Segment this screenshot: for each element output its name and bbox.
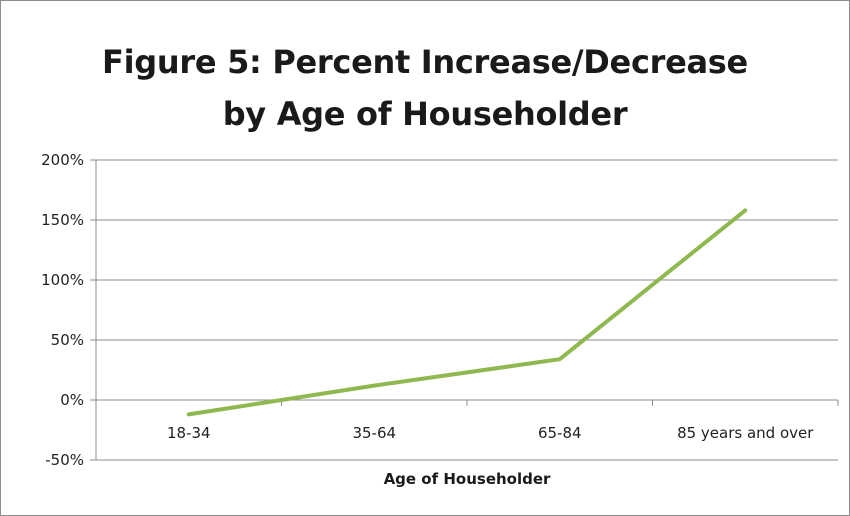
x-tick-label: 35-64: [352, 424, 396, 442]
y-tick-label: 100%: [41, 271, 84, 289]
y-tick-label: 150%: [41, 211, 84, 229]
y-tick-label: -50%: [45, 451, 84, 469]
series-line: [186, 208, 748, 417]
y-tick-label: 200%: [41, 151, 84, 169]
gridlines: [96, 159, 838, 461]
x-tick-label: 65-84: [538, 424, 582, 442]
y-tick-label: 50%: [51, 331, 84, 349]
y-tick-label: 0%: [60, 391, 84, 409]
chart-title-line-2: by Age of Householder: [222, 95, 628, 133]
chart-title: Figure 5: Percent Increase/Decrease by A…: [0, 36, 850, 140]
axes: [90, 159, 839, 461]
chart-title-line-1: Figure 5: Percent Increase/Decrease: [102, 43, 748, 81]
x-tick-label: 85 years and over: [677, 424, 814, 442]
x-axis-tick-labels: 18-34 35-64 65-84 85 years and over: [167, 424, 814, 442]
x-axis-title: Age of Householder: [384, 470, 551, 488]
x-tick-label: 18-34: [167, 424, 211, 442]
series-layer: [186, 208, 748, 417]
y-axis-tick-labels: -50% 0% 50% 100% 150% 200%: [41, 151, 84, 469]
